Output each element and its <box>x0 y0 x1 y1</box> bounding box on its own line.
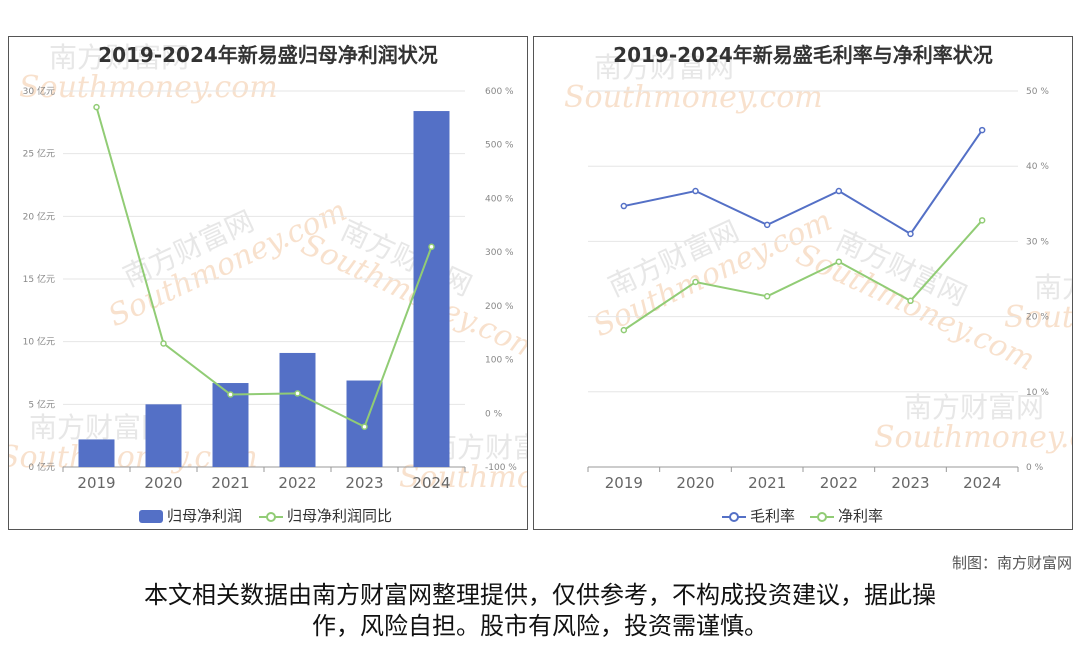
y-left-tick-label: 10 亿元 <box>23 336 55 348</box>
x-tick-label: 2023 <box>891 474 929 492</box>
line-point <box>907 297 914 305</box>
x-tick-label: 2019 <box>77 474 115 492</box>
y-left-tick-label: 30 亿元 <box>23 85 55 97</box>
y-right-tick-label: 0 % <box>485 409 503 419</box>
left-chart-title: 2019-2024年新易盛归母净利润状况 <box>98 43 438 67</box>
y-right-tick-label: 20 % <box>1026 313 1049 323</box>
chart-credit: 制图：南方财富网 <box>951 554 1072 572</box>
watermark-en: Southmoney.com <box>564 80 823 115</box>
bar <box>78 439 115 467</box>
bar <box>279 352 316 467</box>
y-right-tick-label: 500 % <box>485 141 514 151</box>
disclaimer-line-2: 作，风险自担。股市有风险，投资需谨慎。 <box>312 612 768 640</box>
legend-label: 归母净利润 <box>167 507 242 525</box>
y-left-tick-label: 15 亿元 <box>23 273 55 285</box>
y-left-tick-label: 0 亿元 <box>28 461 55 473</box>
legend-swatch-point <box>266 512 276 522</box>
y-left-tick-label: 5 亿元 <box>28 398 55 410</box>
legend-label: 归母净利润同比 <box>287 507 392 525</box>
x-tick-label: 2023 <box>345 474 383 492</box>
series-line <box>623 219 983 331</box>
line-point <box>835 187 843 195</box>
bar <box>413 111 450 467</box>
disclaimer-text: 本文相关数据由南方财富网整理提供，仅供参考，不构成投资建议，据此操 作，风险自担… <box>60 580 1020 642</box>
line-point <box>763 293 771 300</box>
series-line <box>95 106 433 429</box>
bar <box>145 404 182 467</box>
x-tick-label: 2020 <box>676 474 714 492</box>
line-point <box>692 278 699 286</box>
watermark-en: Southmoney.com <box>19 70 278 105</box>
right-chart-panel: 2019-2024年新易盛毛利率与净利率状况 南方财富网 Southmoney.c… <box>533 36 1073 530</box>
left-chart-panel: 2019-2024年新易盛归母净利润状况 南方财富网 Southmoney.com… <box>8 36 528 530</box>
right-chart-svg: 南方财富网Southmoney.com南方财富网Southmoney.com南方… <box>564 51 1073 525</box>
y-right-tick-label: 30 % <box>1026 237 1049 247</box>
y-right-tick-label: 40 % <box>1026 162 1049 172</box>
y-left-tick-label: 20 亿元 <box>23 210 55 222</box>
y-right-tick-label: 600 % <box>485 87 514 97</box>
line-point <box>428 243 435 251</box>
y-right-tick-label: 100 % <box>485 356 514 366</box>
x-tick-label: 2022 <box>278 474 316 492</box>
watermark-cn: 南方财富网 <box>49 41 189 74</box>
y-right-tick-label: 0 % <box>1026 463 1044 473</box>
x-tick-label: 2024 <box>963 474 1001 492</box>
x-tick-label: 2022 <box>820 474 858 492</box>
line-point <box>93 103 100 111</box>
line-point <box>978 217 986 224</box>
line-point <box>692 187 699 195</box>
legend-label: 毛利率 <box>750 507 795 525</box>
line-point <box>227 391 234 398</box>
legend-swatch-point <box>817 512 827 522</box>
watermark-cn: 南方财富网 <box>1034 271 1073 304</box>
left-chart-svg: 南方财富网Southmoney.com南方财富网Southmoney.com南方… <box>9 41 527 525</box>
line-point <box>361 423 368 430</box>
line-point <box>907 230 914 238</box>
x-tick-label: 2021 <box>211 474 249 492</box>
x-tick-label: 2020 <box>144 474 182 492</box>
series-line <box>623 129 983 236</box>
right-chart-title: 2019-2024年新易盛毛利率与净利率状况 <box>613 43 993 67</box>
line-point <box>620 202 628 210</box>
disclaimer-line-1: 本文相关数据由南方财富网整理提供，仅供参考，不构成投资建议，据此操 <box>144 581 936 609</box>
y-right-tick-label: 200 % <box>485 302 514 312</box>
x-tick-label: 2019 <box>605 474 643 492</box>
line-point <box>620 326 628 334</box>
watermark-en: Southmoney.com <box>874 420 1073 455</box>
line-point <box>978 126 986 134</box>
watermark-cn: 南方财富网 <box>594 51 734 84</box>
legend-swatch-point <box>729 512 739 522</box>
watermark-cn: 南方财富网 <box>904 391 1044 424</box>
y-right-tick-label: 300 % <box>485 248 514 258</box>
line-point <box>294 390 301 397</box>
y-right-tick-label: 400 % <box>485 194 514 204</box>
y-left-tick-label: 25 亿元 <box>23 148 55 160</box>
legend-swatch-bar <box>139 510 163 523</box>
x-tick-label: 2024 <box>412 474 450 492</box>
line-point <box>835 258 843 265</box>
y-right-tick-label: -100 % <box>485 463 517 473</box>
watermark-en: Southmoney.com <box>1004 300 1073 335</box>
legend-label: 净利率 <box>838 507 883 525</box>
x-tick-label: 2021 <box>748 474 786 492</box>
line-point <box>160 340 167 347</box>
y-right-tick-label: 50 % <box>1026 87 1049 97</box>
y-right-tick-label: 10 % <box>1026 388 1049 398</box>
line-point <box>763 221 771 229</box>
